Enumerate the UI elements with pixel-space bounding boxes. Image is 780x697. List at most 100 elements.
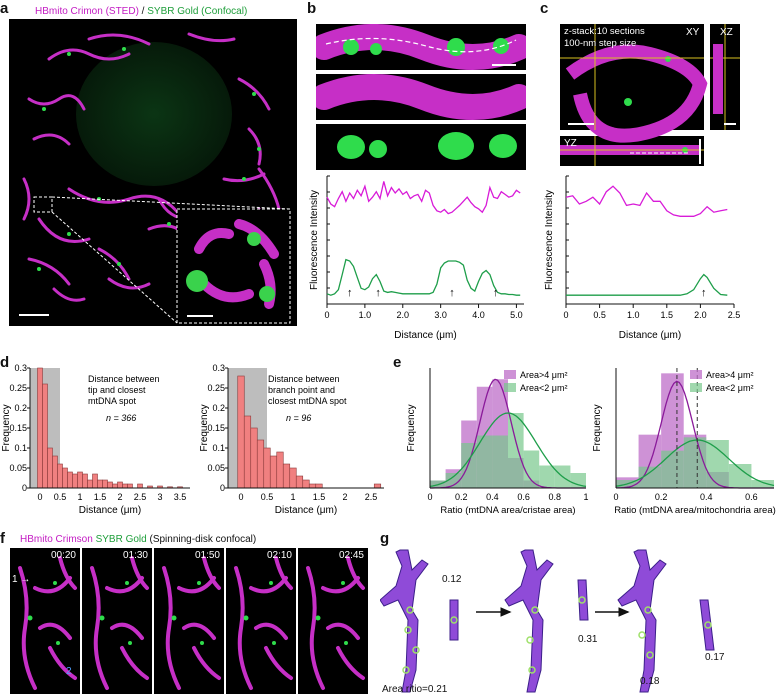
annotation-line: closest mtDNA spot xyxy=(268,396,347,406)
frame-image xyxy=(90,556,149,690)
x-tick-label: 2.0 xyxy=(397,310,410,320)
hist-bar xyxy=(137,483,143,489)
y-tick-label: 0.1 xyxy=(14,443,27,453)
hist-bar xyxy=(445,473,462,488)
legend-swatch-large xyxy=(690,370,702,379)
x-tick-label: 2 xyxy=(342,492,347,502)
legend-swatch-small xyxy=(504,383,516,392)
x-tick-label: 1.0 xyxy=(627,310,640,320)
panel-g-schematic xyxy=(380,549,715,693)
hist-bar xyxy=(37,367,43,489)
y-tick-label: 0.2 xyxy=(14,403,27,413)
hist-bar xyxy=(373,483,382,489)
ratio-label-3: 0.17 xyxy=(705,652,725,663)
legend-swatch-small xyxy=(690,383,702,392)
panel-a-label: a xyxy=(0,0,9,17)
view-label-xy: XY xyxy=(686,27,700,38)
x-tick-label: 0 xyxy=(563,310,568,320)
hist-bar xyxy=(523,450,540,488)
magenta-profile-line xyxy=(326,181,521,215)
x-axis-label: Ratio (mtDNA area/cristae area) xyxy=(440,505,575,516)
hist-bar xyxy=(57,463,63,489)
annotation-line: Distance between xyxy=(268,374,340,384)
annotation-line: Distance between xyxy=(88,374,160,384)
hist-bar xyxy=(122,483,128,489)
panel-a-legend-green: SYBR Gold (Confocal) xyxy=(147,6,248,17)
hist-bar xyxy=(289,467,297,489)
x-tick-label: 2.5 xyxy=(365,492,378,502)
x-tick-label: 0 xyxy=(37,492,42,502)
y-tick-label: 0.3 xyxy=(212,363,225,373)
hist-bar xyxy=(82,473,88,489)
x-tick-label: 0.5 xyxy=(261,492,274,502)
panel-e-hist1: 0 0.2 0.4 0.6 0.8 1 Ratio (mtDNA area/cristae … xyxy=(406,368,589,516)
hist-bar xyxy=(706,440,729,488)
x-tick-label: 2.5 xyxy=(728,310,740,320)
legend-swatch-large xyxy=(504,370,516,379)
y-axis-label: Fluorescence Intensity xyxy=(309,190,320,290)
zoom-roi xyxy=(33,196,53,213)
hist-bar xyxy=(302,479,310,489)
panel-d-hist2: 0 0.05 0.1 0.15 0.2 0.25 0.3 0 0.5 1 1.5 2 2.5 Distan… xyxy=(199,363,384,516)
mito-3 xyxy=(617,549,667,693)
hist-bar xyxy=(570,473,586,488)
x-axis-label: Distance (μm) xyxy=(619,330,681,341)
green-profile-line xyxy=(326,258,521,296)
x-tick-label: 5.0 xyxy=(510,310,523,320)
frame-image xyxy=(234,556,293,690)
n-label: n = 96 xyxy=(286,413,311,423)
x-tick-label: 0.6 xyxy=(745,492,758,502)
y-tick-label: 0.1 xyxy=(212,443,225,453)
green-profile-line xyxy=(566,273,728,296)
panel-c-profile-chart: 0 0.5 1.0 1.5 2.0 2.5 Distance (μm) Fluorescenc… xyxy=(544,175,740,341)
peak-arrow: ↑ xyxy=(493,287,499,299)
x-tick-label: 2 xyxy=(117,492,122,502)
hist-bar xyxy=(539,465,555,488)
hist-bar xyxy=(315,483,323,489)
panel-d-hist1: 0 0.05 0.1 0.15 0.2 0.25 0.3 0 0.5 1 1.5 2 2.5 3 3.5 Di… xyxy=(1,363,190,516)
panel-f-legend: HBmito Crimson SYBR Gold (Spinning-disk … xyxy=(20,534,256,545)
y-tick-label: 0.15 xyxy=(9,423,27,433)
x-tick-label: 1 xyxy=(583,492,588,502)
hist-bar xyxy=(97,479,103,489)
panel-b-images xyxy=(316,24,526,170)
x-tick-label: 1.0 xyxy=(359,310,372,320)
hist-bar xyxy=(117,481,123,489)
hist-bar xyxy=(87,479,93,489)
x-tick-label: 1.5 xyxy=(661,310,674,320)
y-tick-label: 0.05 xyxy=(207,463,225,473)
hist-bar xyxy=(263,447,271,489)
x-tick-label: 1.5 xyxy=(313,492,326,502)
ratio-label-1: 0.12 xyxy=(442,574,462,585)
x-tick-label: 2.0 xyxy=(694,310,707,320)
hist-bar xyxy=(683,437,707,488)
x-tick-label: 3.5 xyxy=(174,492,187,502)
mito-3-fragment xyxy=(699,599,715,651)
y-tick-label: 0.25 xyxy=(9,383,27,393)
legend-label-large: Area>4 μm² xyxy=(706,370,753,380)
timelapse-frame: 02:45 xyxy=(298,548,368,694)
ratio-label-4: 0.18 xyxy=(640,676,660,687)
x-tick-label: 0.2 xyxy=(655,492,668,502)
timelapse-frame: 02:10 xyxy=(226,548,296,694)
hist-bar xyxy=(112,483,118,489)
x-tick-label: 0 xyxy=(324,310,329,320)
x-tick-label: 2.5 xyxy=(134,492,147,502)
frame-image xyxy=(162,556,221,690)
y-axis-label: Frequency xyxy=(199,404,210,451)
y-tick-label: 0.25 xyxy=(207,383,225,393)
hist-bar xyxy=(751,480,774,488)
panel-a-legend-magenta: HBmito Crimon (STED) xyxy=(35,6,139,17)
x-tick-label: 0 xyxy=(238,492,243,502)
hist-bar xyxy=(62,467,68,489)
hist-bar xyxy=(52,455,58,489)
view-label-xz: XZ xyxy=(720,27,733,38)
x-tick-label: 0 xyxy=(427,492,432,502)
x-tick-label: 1 xyxy=(77,492,82,502)
panel-e-label: e xyxy=(393,354,402,371)
panel-e-hist2: 0 0.2 0.4 0.6 Ratio (mtDNA area/mitochondria… xyxy=(592,368,776,516)
panel-a-micrograph xyxy=(9,19,297,326)
x-tick-label: 3.0 xyxy=(434,310,447,320)
hist-bar xyxy=(127,483,133,489)
mito-2-fragment xyxy=(577,579,589,621)
